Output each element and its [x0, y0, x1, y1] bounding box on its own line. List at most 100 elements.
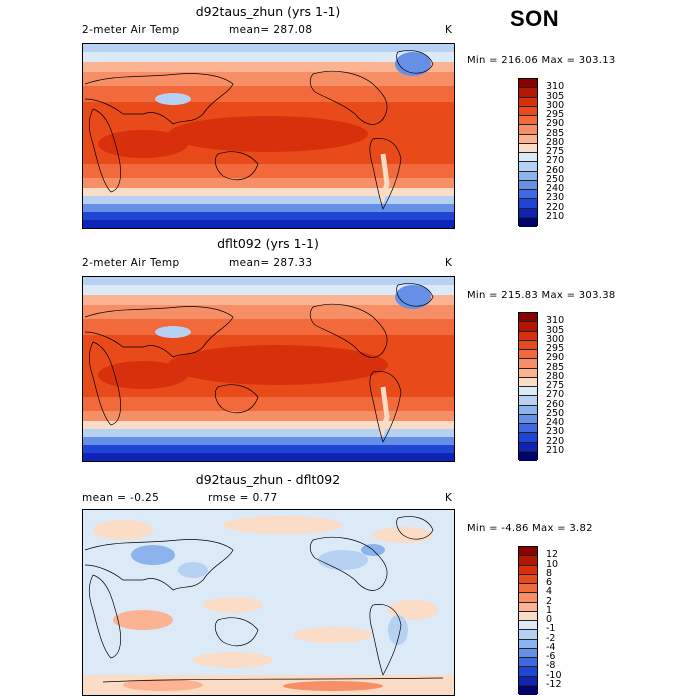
colorbar-swatch — [519, 424, 537, 434]
colorbar-swatch — [519, 125, 537, 135]
colorbar-swatch — [519, 676, 537, 686]
panel-3-map-svg — [83, 510, 454, 695]
colorbar-swatch — [519, 433, 537, 443]
panel-2-colorbar — [518, 312, 538, 461]
panel-1-title: d92taus_zhun (yrs 1-1) — [195, 4, 341, 19]
panel-3-map — [82, 509, 455, 696]
colorbar-swatch — [519, 217, 537, 227]
colorbar-swatch — [519, 322, 537, 332]
colorbar-swatch — [519, 106, 537, 116]
colorbar-tick-label: 285 — [546, 127, 565, 139]
colorbar-tick-label: 300 — [546, 333, 565, 345]
colorbar-swatch — [519, 611, 537, 621]
colorbar-swatch — [519, 621, 537, 631]
colorbar-tick-label: 250 — [546, 407, 565, 419]
panel-2-title: dflt092 (yrs 1-1) — [217, 236, 319, 251]
colorbar-swatch — [519, 116, 537, 126]
colorbar-tick-label: 290 — [546, 352, 565, 364]
panel-1-map — [82, 43, 455, 229]
colorbar-swatch — [519, 97, 537, 107]
colorbar-tick-label: 295 — [546, 343, 565, 354]
colorbar-tick-label: 2 — [546, 595, 553, 607]
colorbar-tick-label: 240 — [546, 417, 565, 428]
colorbar-tick-label: 230 — [546, 426, 565, 438]
colorbar-swatch — [519, 556, 537, 566]
colorbar-swatch — [519, 134, 537, 144]
colorbar-swatch — [519, 574, 537, 584]
colorbar-swatch — [519, 313, 537, 323]
panel-3-minmax: Min = -4.86 Max = 3.82 — [467, 523, 593, 534]
colorbar-swatch — [519, 377, 537, 387]
panel-3-colorbar — [518, 546, 538, 695]
colorbar-swatch — [519, 180, 537, 190]
colorbar-swatch — [519, 359, 537, 369]
panel-1-map-svg — [83, 44, 454, 228]
colorbar-tick-label: 0 — [546, 614, 553, 625]
panel-2-varname: 2-meter Air Temp — [82, 257, 180, 269]
colorbar-swatch — [519, 639, 537, 649]
colorbar-swatch — [519, 685, 537, 695]
colorbar-swatch — [519, 658, 537, 668]
colorbar-tick-label: 230 — [546, 192, 565, 204]
panel-2-minmax: Min = 215.83 Max = 303.38 — [467, 290, 616, 301]
colorbar-tick-label: 275 — [546, 380, 565, 391]
colorbar-swatch — [519, 648, 537, 658]
colorbar-tick-label: 260 — [546, 164, 565, 176]
colorbar-tick-label: 310 — [546, 315, 565, 327]
colorbar-swatch — [519, 340, 537, 350]
panel-1-minmax: Min = 216.06 Max = 303.13 — [467, 55, 616, 66]
colorbar-swatch — [519, 451, 537, 461]
panel-1-mean: mean= 287.08 — [229, 24, 313, 36]
colorbar-tick-label: -8 — [546, 660, 556, 672]
colorbar-tick-label: 280 — [546, 136, 565, 148]
colorbar-tick-label: 4 — [546, 586, 553, 598]
colorbar-tick-label: 285 — [546, 361, 565, 373]
panel-1-units: K — [445, 24, 453, 36]
colorbar-swatch — [519, 171, 537, 181]
colorbar-tick-label: -6 — [546, 651, 556, 662]
colorbar-swatch — [519, 199, 537, 209]
colorbar-tick-label: 10 — [546, 558, 559, 570]
colorbar-tick-label: 310 — [546, 81, 565, 93]
colorbar-swatch — [519, 153, 537, 163]
colorbar-tick-label: -4 — [546, 641, 556, 653]
colorbar-swatch — [519, 143, 537, 153]
panel-3-title: d92taus_zhun - dflt092 — [195, 472, 341, 487]
colorbar-tick-label: 210 — [546, 444, 565, 456]
colorbar-swatch — [519, 630, 537, 640]
panel-3-colorbar-ticks: 12 10 8 6 4 2 1 0 -1 -2 -4 -6 -8 -10 -12 — [546, 546, 586, 694]
colorbar-swatch — [519, 584, 537, 594]
colorbar-swatch — [519, 368, 537, 378]
colorbar-tick-label: 295 — [546, 109, 565, 120]
colorbar-tick-label: 275 — [546, 146, 565, 157]
colorbar-tick-label: 220 — [546, 435, 565, 447]
colorbar-swatch — [519, 331, 537, 341]
panel-2-map-svg — [83, 277, 454, 461]
colorbar-swatch — [519, 162, 537, 172]
colorbar-swatch — [519, 79, 537, 89]
colorbar-tick-label: 300 — [546, 99, 565, 111]
colorbar-tick-label: -10 — [546, 669, 562, 681]
colorbar-swatch — [519, 667, 537, 677]
colorbar-tick-label: 8 — [546, 567, 553, 579]
colorbar-swatch — [519, 405, 537, 415]
colorbar-tick-label: 6 — [546, 577, 553, 588]
colorbar-tick-label: 1 — [546, 604, 553, 616]
colorbar-swatch — [519, 387, 537, 397]
colorbar-swatch — [519, 350, 537, 360]
colorbar-swatch — [519, 547, 537, 557]
colorbar-tick-label: 290 — [546, 118, 565, 130]
colorbar-tick-label: -2 — [546, 632, 556, 644]
colorbar-swatch — [519, 208, 537, 218]
panel-1-colorbar — [518, 78, 538, 227]
colorbar-tick-label: 12 — [546, 549, 559, 561]
colorbar-tick-label: 270 — [546, 155, 565, 167]
colorbar-tick-label: -12 — [546, 678, 562, 690]
colorbar-tick-label: 240 — [546, 183, 565, 194]
panel-3-rmse: rmse = 0.77 — [208, 492, 278, 504]
colorbar-swatch — [519, 602, 537, 612]
panel-3-units: K — [445, 492, 453, 504]
colorbar-tick-label: -1 — [546, 623, 556, 635]
colorbar-swatch — [519, 593, 537, 603]
panel-2-mean: mean= 287.33 — [229, 257, 313, 269]
